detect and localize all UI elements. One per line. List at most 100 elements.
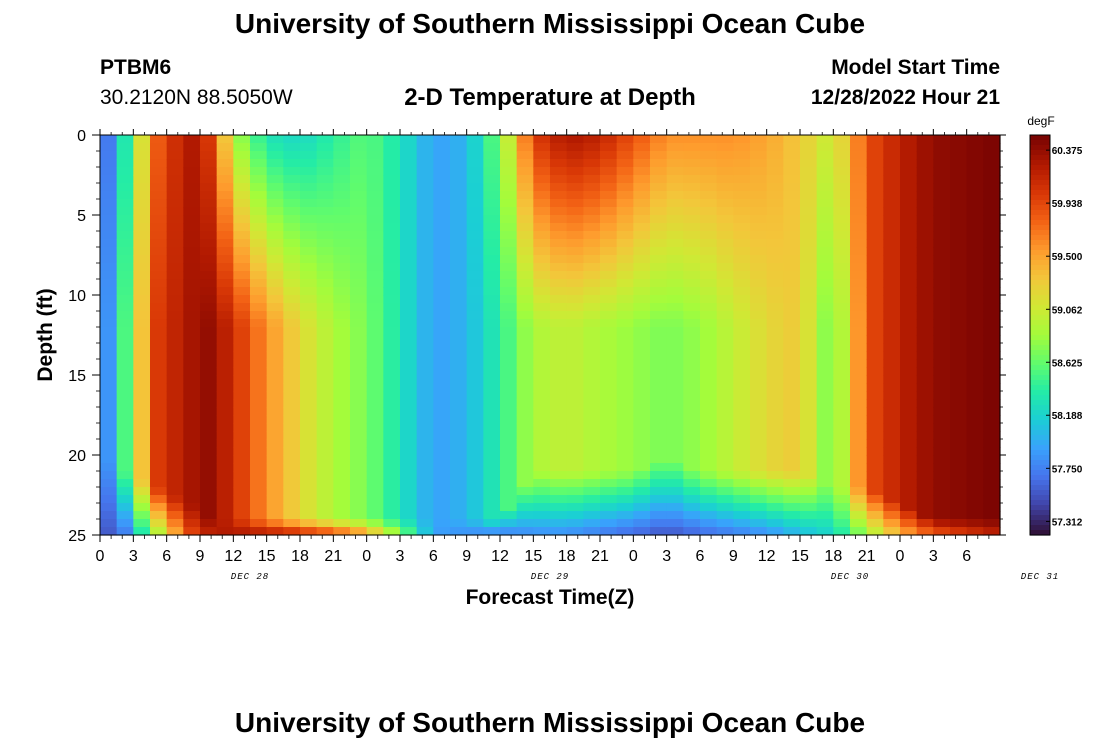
heatmap-cell [783,335,801,344]
heatmap-cell [300,503,318,512]
heatmap-cell [550,471,568,480]
heatmap-cell [316,335,334,344]
heatmap-cell [950,135,968,144]
heatmap-cell [883,151,901,160]
heatmap-cell [250,519,268,528]
heatmap-cell [383,495,401,504]
heatmap-cell [800,447,818,456]
heatmap-cell [500,487,518,496]
heatmap-cell [283,359,301,368]
heatmap-cell [850,399,868,408]
heatmap-cell [400,399,418,408]
heatmap-cell [400,343,418,352]
heatmap-cell [383,319,401,328]
heatmap-cell [550,327,568,336]
heatmap-cell [400,175,418,184]
colorbar-segment [1030,395,1050,401]
heatmap-cell [116,183,134,192]
heatmap-cell [983,455,1001,464]
heatmap-cell [800,271,818,280]
heatmap-cell [516,495,534,504]
heatmap-cell [600,367,618,376]
heatmap-cell [416,279,434,288]
heatmap-cell [966,231,984,240]
heatmap-cell [766,359,784,368]
heatmap-cell [183,367,201,376]
heatmap-cell [983,343,1001,352]
heatmap-cell [700,455,718,464]
heatmap-cell [550,199,568,208]
heatmap-cell [750,511,768,520]
heatmap-cell [116,303,134,312]
heatmap-cell [600,327,618,336]
heatmap-cell [416,167,434,176]
heatmap-cell [366,255,384,264]
heatmap-cell [683,287,701,296]
heatmap-cell [266,383,284,392]
heatmap-cell [716,447,734,456]
heatmap-cell [200,447,218,456]
heatmap-cell [400,327,418,336]
heatmap-cell [350,199,368,208]
heatmap-cell [616,311,634,320]
heatmap-cell [583,319,601,328]
heatmap-cell [466,399,484,408]
heatmap-cell [166,415,184,424]
colorbar-segment [1030,510,1050,516]
heatmap-cell [616,343,634,352]
heatmap-cell [600,167,618,176]
heatmap-cell [933,407,951,416]
heatmap-cell [233,447,251,456]
heatmap-cell [850,375,868,384]
heatmap-cell [816,487,834,496]
heatmap-cell [633,503,651,512]
heatmap-cell [883,287,901,296]
heatmap-cell [166,447,184,456]
heatmap-cell [733,343,751,352]
heatmap-cell [466,495,484,504]
heatmap-cell [950,239,968,248]
heatmap-cell [266,343,284,352]
heatmap-cell [833,271,851,280]
heatmap-cell [133,383,151,392]
heatmap-cell [466,247,484,256]
heatmap-cell [166,439,184,448]
heatmap-cell [400,167,418,176]
y-tick-label: 10 [68,288,86,305]
heatmap-cell [133,335,151,344]
heatmap-cell [333,375,351,384]
heatmap-cell [400,271,418,280]
heatmap-cell [916,519,934,528]
heatmap-cell [850,391,868,400]
heatmap-cell [716,143,734,152]
heatmap-cell [566,343,584,352]
heatmap-cell [366,279,384,288]
heatmap-cell [916,255,934,264]
heatmap-cell [583,511,601,520]
heatmap-cell [283,311,301,320]
heatmap-cell [850,199,868,208]
heatmap-cell [200,151,218,160]
heatmap-cell [650,151,668,160]
heatmap-cell [583,191,601,200]
heatmap-cell [116,359,134,368]
heatmap-cell [966,391,984,400]
heatmap-cell [783,327,801,336]
heatmap-cell [350,367,368,376]
heatmap-cell [983,279,1001,288]
heatmap-cell [300,343,318,352]
heatmap-cell [883,431,901,440]
heatmap-cell [383,151,401,160]
heatmap-cell [983,183,1001,192]
heatmap-cell [450,511,468,520]
heatmap-cell [633,207,651,216]
heatmap-cell [883,295,901,304]
heatmap-cell [266,455,284,464]
heatmap-cell [483,231,501,240]
heatmap-cell [600,263,618,272]
heatmap-cell [183,503,201,512]
heatmap-cell [900,415,918,424]
heatmap-cell [716,327,734,336]
heatmap-cell [400,455,418,464]
heatmap-cell [116,407,134,416]
